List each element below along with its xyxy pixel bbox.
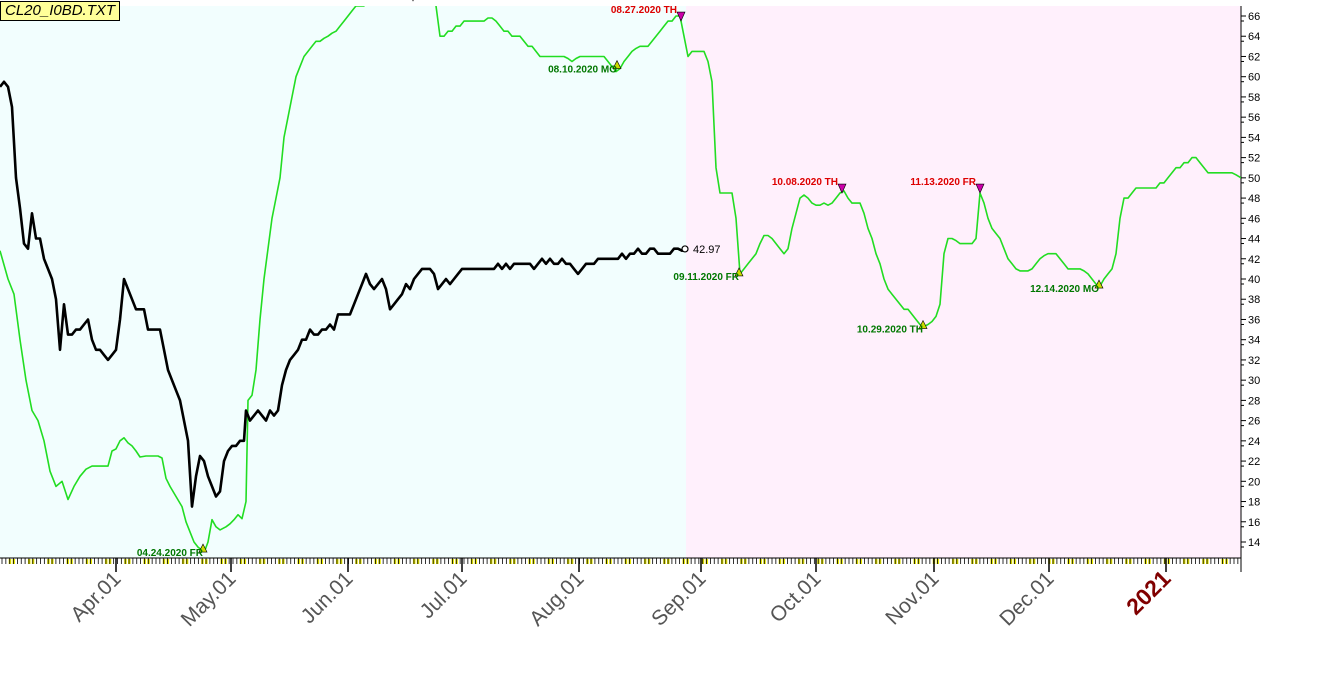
- y-tick-label: 24: [1248, 436, 1260, 448]
- y-tick-label: 22: [1248, 456, 1260, 468]
- y-tick-label: 60: [1248, 72, 1260, 84]
- low-marker: [918, 319, 928, 329]
- y-tick-label: 32: [1248, 355, 1260, 367]
- x-tick-label: Jun.01: [297, 567, 358, 628]
- x-tick-label: 2021: [1121, 565, 1176, 620]
- series-black-line: [0, 80, 686, 508]
- low-marker: [734, 267, 744, 277]
- x-tick-label: May.01: [177, 567, 241, 631]
- x-tick-label: Oct.01: [766, 567, 826, 627]
- x-tick-label: Dec.01: [995, 567, 1058, 630]
- y-tick-label: 64: [1248, 31, 1260, 43]
- background-region-1: [0, 6, 686, 558]
- low-marker: [198, 543, 208, 553]
- y-tick-label: 46: [1248, 213, 1260, 225]
- y-tick-label: 56: [1248, 112, 1260, 124]
- high-annotation: 11.13.2020 FR: [910, 177, 976, 188]
- chart-title: CL20_I0BD.TXT: [0, 1, 121, 21]
- y-tick-label: 42: [1248, 254, 1260, 266]
- x-tick-label: Sep.01: [647, 567, 710, 630]
- y-tick-label: 48: [1248, 193, 1260, 205]
- y-tick-label: 54: [1248, 132, 1260, 144]
- y-tick-label: 20: [1248, 476, 1260, 488]
- low-annotation: 12.14.2020 MO: [1030, 284, 1099, 295]
- last-value-label: 42.97: [693, 244, 721, 256]
- y-tick-label: 66: [1248, 11, 1260, 23]
- x-tick-label: Jul.01: [416, 567, 472, 623]
- y-tick-label: 36: [1248, 314, 1260, 326]
- low-annotation: 09.11.2020 FR: [673, 272, 739, 283]
- low-annotation: 10.29.2020 TH: [857, 325, 923, 336]
- y-tick-label: 26: [1248, 416, 1260, 428]
- high-marker: [975, 183, 985, 194]
- x-tick-label: Nov.01: [881, 567, 943, 629]
- low-annotation: 08.10.2020 MO: [548, 65, 617, 76]
- low-marker: [1094, 279, 1104, 289]
- high-marker: [676, 11, 686, 22]
- y-tick-label: 18: [1248, 497, 1260, 509]
- background-region-2: [686, 6, 1241, 558]
- x-tick-label: Aug.01: [525, 567, 588, 630]
- y-tick-label: 44: [1248, 234, 1260, 246]
- y-tick-label: 50: [1248, 173, 1260, 185]
- y-tick-label: 38: [1248, 294, 1260, 306]
- high-annotation: 10.08.2020 TH: [772, 177, 838, 188]
- y-tick-label: 58: [1248, 92, 1260, 104]
- y-tick-label: 28: [1248, 395, 1260, 407]
- low-marker: [612, 59, 622, 69]
- x-tick-label: Apr.01: [66, 567, 125, 626]
- y-tick-label: 34: [1248, 335, 1260, 347]
- y-tick-label: 14: [1248, 537, 1260, 549]
- y-tick-label: 62: [1248, 51, 1260, 63]
- y-tick-label: 16: [1248, 517, 1260, 529]
- last-value-marker: [681, 245, 689, 253]
- high-marker: [837, 183, 847, 194]
- low-annotation: 04.24.2020 FR: [137, 548, 204, 559]
- high-marker: [412, 0, 414, 2]
- high-annotation: 08.27.2020 TH: [611, 5, 677, 16]
- series-green-line: [0, 6, 1241, 551]
- y-tick-label: 30: [1248, 375, 1260, 387]
- y-tick-label: 40: [1248, 274, 1260, 286]
- y-tick-label: 52: [1248, 153, 1260, 165]
